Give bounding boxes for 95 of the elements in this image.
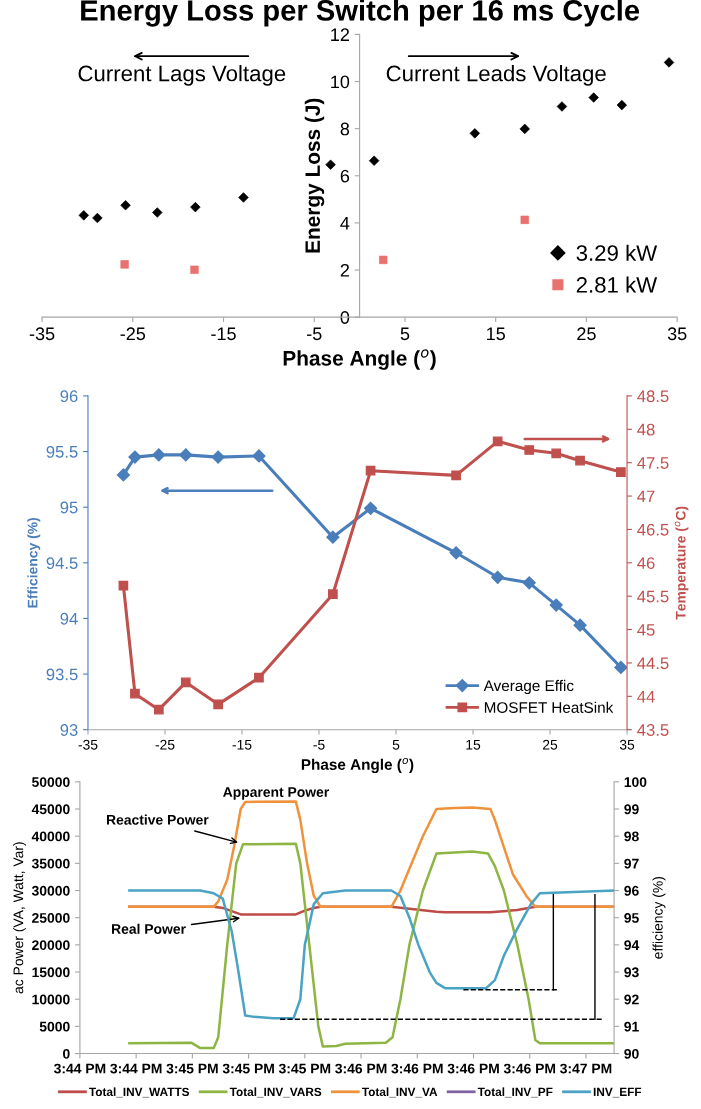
y-tick-label: 40000 [31,831,70,842]
y2-tick-label: 94 [624,940,640,951]
y-tick-label: 95 [60,501,78,514]
y2-tick-label: 46.5 [637,523,669,536]
annotation: Real Power [112,923,186,934]
x-tick-label: 35 [667,327,687,341]
y-tick-label: 2 [340,263,349,277]
y-tick-label: 12 [331,28,349,41]
x-tick-label: 3:46 PM [335,1063,387,1074]
y2-tick-label: 44 [637,690,655,703]
x-tick-label: -25 [120,327,146,341]
x-tick-label: 3:47 PM [560,1063,612,1074]
y2-tick-label: 47.5 [637,457,669,469]
legend-label: Total_INV_VA [362,1087,438,1098]
y-tick-label: 15000 [32,967,70,978]
x-tick-label: 3:44 PM [53,1063,106,1074]
y2-tick-label: 45.5 [637,590,669,603]
y-tick-label: 20000 [32,940,70,951]
x-tick-label: -25 [155,739,175,750]
legend-label: INV_EFF [593,1087,642,1098]
x-tick-label: 3:46 PM [447,1063,499,1074]
legend-label: Average Effic [483,679,574,695]
x-tick-label: 3:45 PM [166,1063,218,1074]
y2-axis-title: efficiency (%) [652,877,666,959]
legend-label: MOSFET HeatSink [484,701,614,713]
y-tick-label: 93 [60,724,78,736]
y-tick-label: 95.5 [46,445,78,458]
y-tick-label: 45000 [31,804,70,815]
y-axis-title: Efficiency (%) [27,517,41,608]
annotation: Reactive Power [106,814,209,825]
annotation: Current Lags Voltage [78,65,286,86]
y2-tick-label: 96 [624,885,639,896]
x-tick-label: 25 [577,327,596,341]
y-tick-label: 30000 [31,885,70,896]
x-tick-label: 15 [487,327,505,341]
x-tick-label: -15 [211,327,236,341]
y-tick-label: 35000 [31,858,70,869]
x-tick-label: -5 [307,327,322,341]
y-tick-label: 6 [340,169,350,183]
y2-tick-label: 99 [624,804,639,815]
legend-label: 3.29 kW [576,244,658,261]
y-tick-label: 5000 [39,1021,70,1032]
x-tick-label: 3:45 PM [222,1063,274,1074]
y2-tick-label: 44.5 [637,657,669,670]
y-tick-label: 93.5 [46,668,78,681]
y-tick-label: 94.5 [46,557,78,570]
chart-title: Energy Loss per Switch per 16 ms Cycle [81,0,640,27]
y2-tick-label: 46 [637,557,655,570]
y2-tick-label: 48 [637,423,655,436]
y2-tick-label: 45 [637,624,655,636]
y2-tick-label: 47 [637,490,655,503]
x-tick-label: 5 [400,327,410,341]
x-axis-title: Phase Angle ($^{o}$) [301,757,414,774]
y-tick-label: 10000 [32,994,70,1005]
legend-label: Total_INV_WATTS [89,1087,190,1098]
y2-tick-label: 92 [624,994,639,1005]
x-tick-label: -35 [78,739,98,750]
x-tick-label: 3:44 PM [110,1063,162,1074]
y2-tick-label: 97 [624,858,639,869]
legend-label: 2.81 kW [576,276,658,293]
y-tick-label: 96 [60,390,78,403]
y-tick-label: 8 [340,122,350,136]
y2-tick-label: 91 [624,1021,639,1032]
y2-tick-label: 98 [624,831,639,842]
x-tick-label: -5 [313,739,325,750]
y-tick-label: 94 [60,612,78,625]
y2-tick-label: 48.5 [637,390,669,403]
annotation: Current Leads Voltage [386,65,606,86]
y2-axis-title: Temperature ($^{o}$C) [674,506,689,620]
x-tick-label: 35 [619,739,635,750]
y-tick-label: 25000 [32,913,70,923]
annotation: Apparent Power [223,787,329,800]
y2-tick-label: 95 [624,913,639,923]
y2-tick-label: 90 [624,1048,639,1059]
y-tick-label: 50000 [32,777,70,788]
x-tick-label: 15 [466,739,481,750]
y-axis-title: Energy Loss (J) [304,98,325,253]
y2-tick-label: 100 [624,777,647,788]
legend-label: Total_INV_PF [477,1087,553,1098]
x-tick-label: 5 [392,739,400,750]
legend-label: Total_INV_VARS [229,1087,322,1098]
y2-tick-label: 93 [624,967,639,978]
x-tick-label: 3:45 PM [278,1063,331,1074]
x-tick-label: -35 [29,327,55,341]
y2-tick-label: 43.5 [637,724,669,736]
y-axis-title: ac Power (VA, Watt, Var) [13,842,27,994]
y-tick-label: 4 [340,217,350,230]
y-tick-label: 0 [63,1048,70,1059]
y-tick-label: 0 [340,311,350,324]
x-tick-label: -15 [232,739,252,750]
x-tick-label: 25 [543,739,558,750]
x-tick-label: 3:46 PM [503,1063,556,1074]
x-axis-title: Phase Angle ($^{o}$) [283,349,436,370]
x-tick-label: 3:46 PM [391,1063,443,1074]
y-tick-label: 10 [331,75,350,89]
